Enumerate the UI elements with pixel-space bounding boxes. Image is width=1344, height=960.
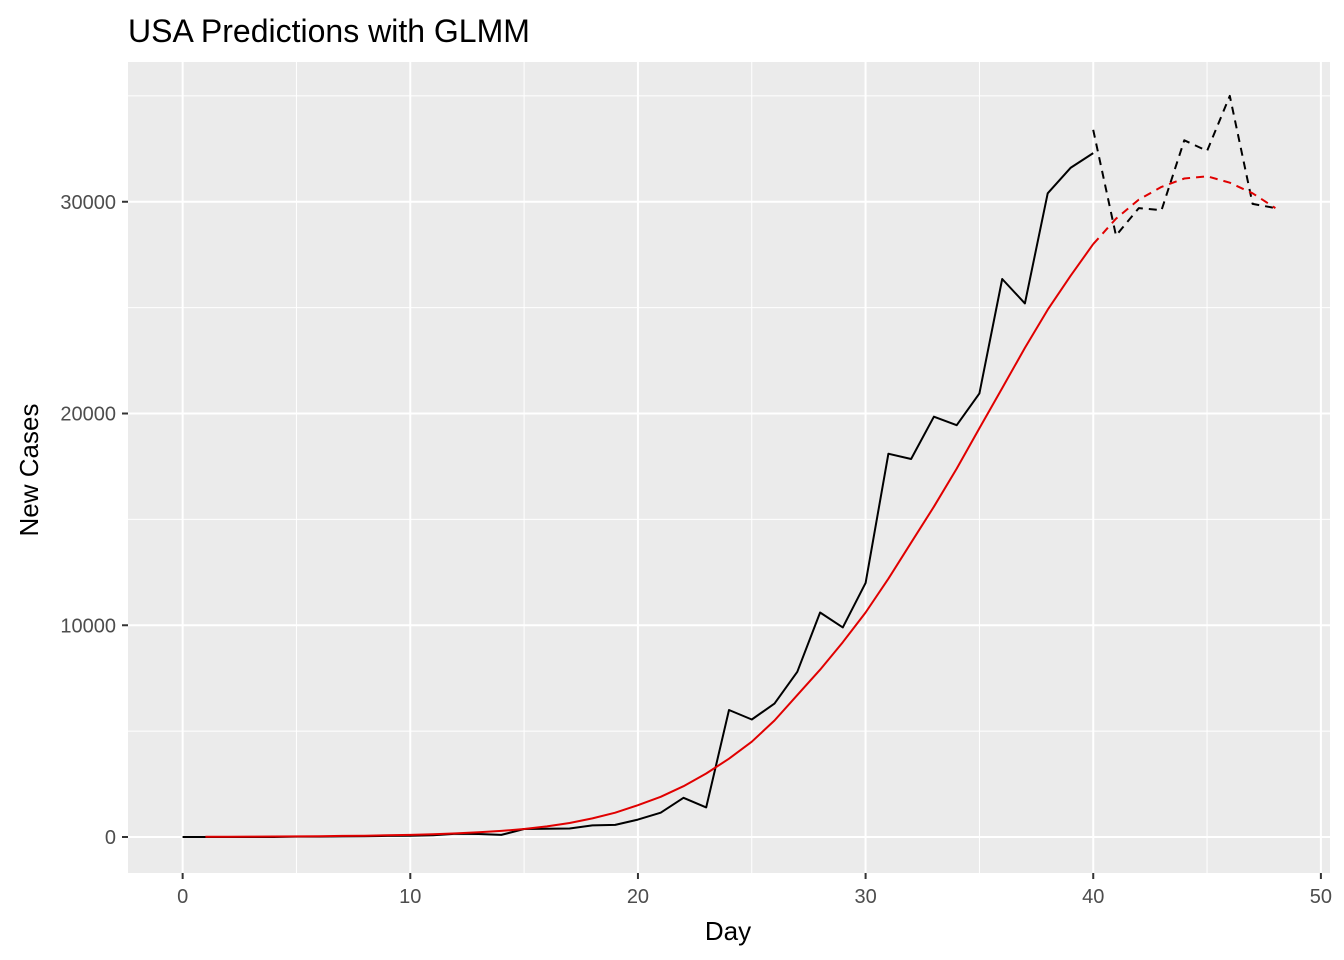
y-tick-label: 0 bbox=[105, 827, 116, 849]
chart-title: USA Predictions with GLMM bbox=[128, 13, 530, 49]
x-tick-label: 20 bbox=[627, 886, 649, 908]
series-line-observed-dashed bbox=[1092, 94, 1276, 237]
x-axis-title: Day bbox=[705, 916, 751, 946]
y-tick-label: 20000 bbox=[60, 404, 116, 426]
y-axis-title: New Cases bbox=[14, 404, 44, 537]
series-line-predicted-dashed bbox=[1092, 175, 1276, 245]
plot-panel bbox=[128, 62, 1330, 873]
series-line-predicted-solid bbox=[205, 243, 1095, 838]
x-tick-label: 10 bbox=[399, 886, 421, 908]
x-tick-label: 0 bbox=[177, 886, 188, 908]
y-tick-label: 10000 bbox=[60, 615, 116, 637]
x-tick-label: 50 bbox=[1310, 886, 1332, 908]
x-tick-label: 30 bbox=[854, 886, 876, 908]
y-tick-label: 30000 bbox=[60, 192, 116, 214]
x-tick-label: 40 bbox=[1082, 886, 1104, 908]
